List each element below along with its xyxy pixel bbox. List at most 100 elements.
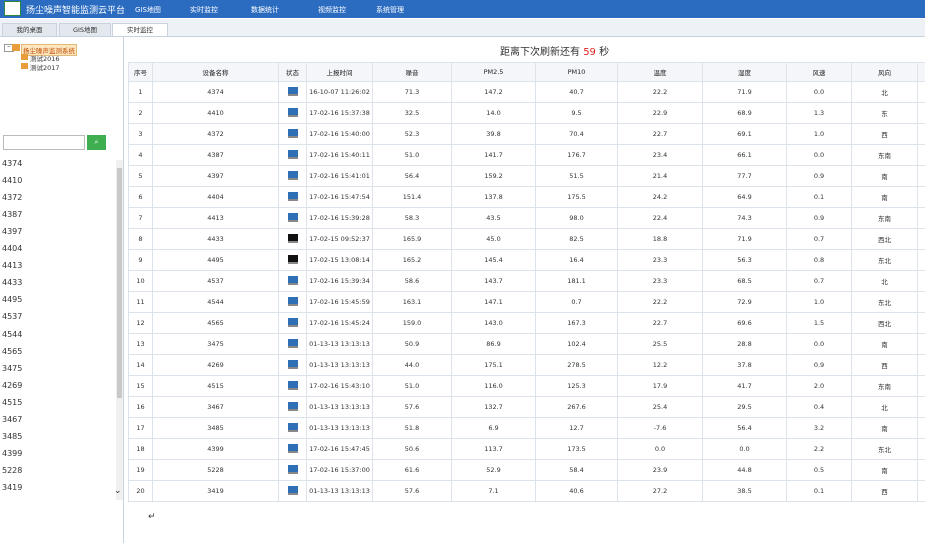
tree-root[interactable]: 扬尘噪声监测系统 bbox=[21, 44, 77, 56]
cell bbox=[917, 417, 925, 439]
table-row[interactable]: 9 4495 17-02-15 13:08:14 165.2 145.4 16.4 23.3… bbox=[128, 249, 925, 271]
table-row[interactable]: 17 3485 01-13-13 13:13:13 51.8 6.9 12.7 -7.6 56… bbox=[128, 417, 925, 439]
device-item[interactable]: 4495 bbox=[2, 295, 23, 305]
table-row[interactable]: 7 4413 17-02-16 15:39:28 58.3 43.5 98.0 22.4 74… bbox=[128, 207, 925, 229]
menu-item[interactable]: 数据统计 bbox=[251, 6, 279, 14]
device-item[interactable]: 4397 bbox=[2, 227, 23, 237]
device-item[interactable]: 4565 bbox=[2, 346, 23, 356]
cell: 东南 bbox=[851, 375, 918, 397]
device-item[interactable]: 4372 bbox=[2, 193, 23, 203]
tab[interactable]: 实时监控 bbox=[112, 23, 168, 36]
device-item[interactable]: 4544 bbox=[2, 329, 23, 339]
device-item[interactable]: 4387 bbox=[2, 210, 23, 220]
tree-icon bbox=[12, 44, 20, 51]
device-item[interactable]: 4413 bbox=[2, 261, 23, 271]
cell: 4410 bbox=[152, 102, 279, 124]
table-row[interactable]: 10 4537 17-02-16 15:39:34 58.6 143.7 181.1 23.… bbox=[128, 270, 925, 292]
table-row[interactable]: 8 4433 17-02-15 09:52:37 165.9 45.0 82.5 18.8 7… bbox=[128, 228, 925, 250]
table-row[interactable]: 12 4565 17-02-16 15:45:24 159.0 143.0 167.3 22… bbox=[128, 312, 925, 334]
cell: 西 bbox=[851, 480, 918, 502]
device-item[interactable]: 4399 bbox=[2, 448, 23, 458]
cell: 2.2 bbox=[786, 438, 852, 460]
cell: 5 bbox=[128, 165, 153, 187]
device-item[interactable]: 4410 bbox=[2, 176, 23, 186]
cell: 9 bbox=[128, 249, 153, 271]
cell bbox=[917, 102, 925, 124]
tab[interactable]: GIS地图 bbox=[59, 23, 111, 36]
table-row[interactable]: 6 4404 17-02-16 15:47:54 151.4 137.8 175.5 24.… bbox=[128, 186, 925, 208]
cell: 17-02-16 15:47:54 bbox=[306, 186, 373, 208]
status-icon bbox=[287, 275, 298, 285]
top-nav: 扬尘噪声智能监测云平台 GIS地图 实时监控 数据统计 视频监控 系统管理 bbox=[0, 0, 925, 18]
table-row[interactable]: 3 4372 17-02-16 15:40:00 52.3 39.8 70.4 22.7 69… bbox=[128, 123, 925, 145]
status-icon bbox=[287, 170, 298, 180]
column-header: 噪音 bbox=[372, 62, 452, 82]
cell: 0.5 bbox=[786, 459, 852, 481]
cell: 0.0 bbox=[702, 438, 787, 460]
cell: 东南 bbox=[851, 144, 918, 166]
tree-node[interactable]: 测试2017 bbox=[30, 64, 60, 72]
cell: 0.1 bbox=[786, 186, 852, 208]
menu-item[interactable]: 系统管理 bbox=[376, 6, 404, 14]
cell: 113.7 bbox=[451, 438, 536, 460]
search-input[interactable] bbox=[3, 135, 85, 150]
cell: 7.1 bbox=[451, 480, 536, 502]
table-row[interactable]: 15 4515 17-02-16 15:43:10 51.0 116.0 125.3 17.… bbox=[128, 375, 925, 397]
table-row[interactable]: 2 4410 17-02-16 15:37:38 32.5 14.0 9.5 22.9 68.… bbox=[128, 102, 925, 124]
status-cell bbox=[278, 459, 307, 481]
status-icon bbox=[287, 86, 298, 96]
cell: 1.5 bbox=[786, 312, 852, 334]
cell: 43.5 bbox=[451, 207, 536, 229]
device-item[interactable]: 4269 bbox=[2, 380, 23, 390]
table-row[interactable]: 19 5228 17-02-16 15:37:00 61.6 52.9 58.4 23.9 4… bbox=[128, 459, 925, 481]
cell bbox=[917, 270, 925, 292]
tab[interactable]: 我的桌面 bbox=[2, 23, 57, 36]
scroll-thumb[interactable] bbox=[117, 168, 122, 398]
cell: 16.4 bbox=[535, 249, 618, 271]
cell: 69.1 bbox=[702, 123, 787, 145]
cell: 32.5 bbox=[372, 102, 452, 124]
device-item[interactable]: 4404 bbox=[2, 244, 23, 254]
column-header: 湿度 bbox=[702, 62, 787, 82]
scroll-arrow[interactable]: ⌄ bbox=[114, 486, 122, 496]
cell bbox=[917, 207, 925, 229]
menu-item[interactable]: GIS地图 bbox=[135, 6, 161, 14]
status-icon bbox=[287, 317, 298, 327]
cell: 40.7 bbox=[535, 81, 618, 103]
cell: 1.3 bbox=[786, 102, 852, 124]
menu-item[interactable]: 视频监控 bbox=[318, 6, 346, 14]
cell: 17-02-16 15:39:28 bbox=[306, 207, 373, 229]
device-item[interactable]: 3485 bbox=[2, 431, 23, 441]
cell bbox=[917, 375, 925, 397]
device-item[interactable]: 5228 bbox=[2, 465, 23, 475]
device-item[interactable]: 4515 bbox=[2, 397, 23, 407]
table-row[interactable]: 4 4387 17-02-16 15:40:11 51.0 141.7 176.7 23.4… bbox=[128, 144, 925, 166]
device-item[interactable]: 3419 bbox=[2, 482, 23, 492]
menu-item[interactable]: 实时监控 bbox=[190, 6, 218, 14]
cell: 151.4 bbox=[372, 186, 452, 208]
device-item[interactable]: 4374 bbox=[2, 159, 23, 168]
table-row[interactable]: 13 3475 01-13-13 13:13:13 50.9 86.9 102.4 25.5… bbox=[128, 333, 925, 355]
device-item[interactable]: 4537 bbox=[2, 312, 23, 322]
cell: 12 bbox=[128, 312, 153, 334]
tree-node-icon bbox=[21, 54, 28, 60]
device-item[interactable]: 4433 bbox=[2, 278, 23, 288]
status-cell bbox=[278, 333, 307, 355]
cell: 南 bbox=[851, 459, 918, 481]
table-row[interactable]: 14 4269 01-13-13 13:13:13 44.0 175.1 278.5 12.… bbox=[128, 354, 925, 376]
column-header: 设备名称 bbox=[152, 62, 279, 82]
device-item[interactable]: 3475 bbox=[2, 363, 23, 373]
tree-node[interactable]: 测试2016 bbox=[30, 55, 60, 63]
cell bbox=[917, 354, 925, 376]
search-button[interactable]: ⌕ bbox=[87, 135, 106, 150]
table-row[interactable]: 11 4544 17-02-16 15:45:59 163.1 147.1 0.7 22.2… bbox=[128, 291, 925, 313]
status-icon bbox=[287, 359, 298, 369]
cell: 14 bbox=[128, 354, 153, 376]
cell: 143.0 bbox=[451, 312, 536, 334]
table-row[interactable]: 18 4399 17-02-16 15:47:45 50.6 113.7 173.5 0.0… bbox=[128, 438, 925, 460]
table-row[interactable]: 20 3419 01-13-13 13:13:13 57.6 7.1 40.6 27.2 38… bbox=[128, 480, 925, 502]
table-row[interactable]: 16 3467 01-13-13 13:13:13 57.6 132.7 267.6 25.… bbox=[128, 396, 925, 418]
table-row[interactable]: 1 4374 16-10-07 11:26:02 71.3 147.2 40.7 22.2 7… bbox=[128, 81, 925, 103]
table-row[interactable]: 5 4397 17-02-16 15:41:01 56.4 159.2 51.5 21.4 7… bbox=[128, 165, 925, 187]
device-item[interactable]: 3467 bbox=[2, 414, 23, 424]
